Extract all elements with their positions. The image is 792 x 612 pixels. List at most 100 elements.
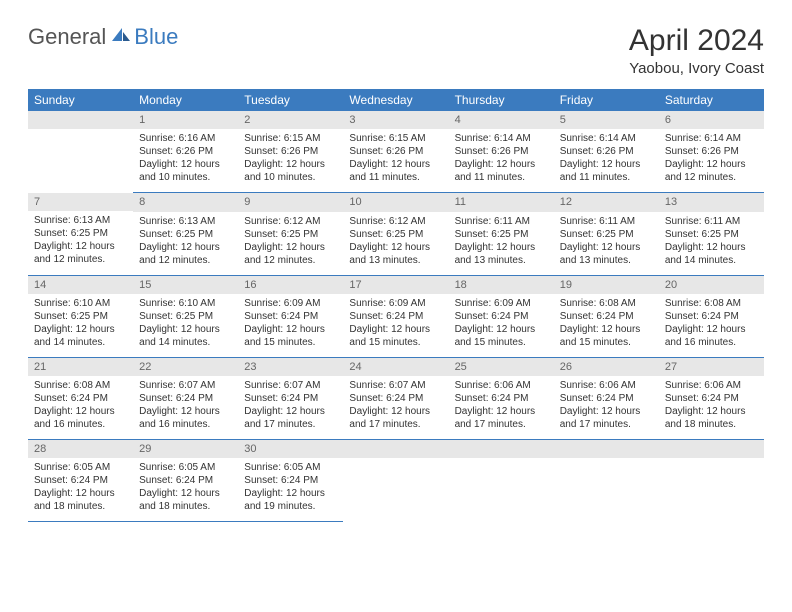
day-number: 16 <box>238 276 343 294</box>
month-title: April 2024 <box>629 24 764 58</box>
day-cell: 21Sunrise: 6:08 AMSunset: 6:24 PMDayligh… <box>28 357 133 439</box>
weekday-header: Thursday <box>449 89 554 111</box>
sunset-text: Sunset: 6:24 PM <box>139 474 232 487</box>
day-body: Sunrise: 6:09 AMSunset: 6:24 PMDaylight:… <box>343 294 448 357</box>
sunset-text: Sunset: 6:26 PM <box>665 145 758 158</box>
daylight-text: Daylight: 12 hours and 15 minutes. <box>244 323 337 349</box>
day-cell <box>659 440 764 522</box>
day-body: Sunrise: 6:05 AMSunset: 6:24 PMDaylight:… <box>238 458 343 521</box>
day-cell: 10Sunrise: 6:12 AMSunset: 6:25 PMDayligh… <box>343 193 448 275</box>
sunrise-text: Sunrise: 6:15 AM <box>244 132 337 145</box>
daylight-text: Daylight: 12 hours and 18 minutes. <box>34 487 127 513</box>
sunset-text: Sunset: 6:25 PM <box>665 228 758 241</box>
sunrise-text: Sunrise: 6:13 AM <box>34 214 127 227</box>
daylight-text: Daylight: 12 hours and 13 minutes. <box>455 241 548 267</box>
daylight-text: Daylight: 12 hours and 17 minutes. <box>560 405 653 431</box>
day-cell <box>554 440 659 522</box>
sunrise-text: Sunrise: 6:09 AM <box>349 297 442 310</box>
day-cell: 8Sunrise: 6:13 AMSunset: 6:25 PMDaylight… <box>133 193 238 275</box>
day-number: 1 <box>133 111 238 129</box>
sunrise-text: Sunrise: 6:05 AM <box>139 461 232 474</box>
calendar-week-row: 28Sunrise: 6:05 AMSunset: 6:24 PMDayligh… <box>28 440 764 522</box>
calendar-week-row: 14Sunrise: 6:10 AMSunset: 6:25 PMDayligh… <box>28 275 764 357</box>
sunrise-text: Sunrise: 6:10 AM <box>34 297 127 310</box>
empty-day-header <box>554 440 659 458</box>
sunrise-text: Sunrise: 6:06 AM <box>560 379 653 392</box>
day-number: 6 <box>659 111 764 129</box>
daylight-text: Daylight: 12 hours and 14 minutes. <box>139 323 232 349</box>
day-body: Sunrise: 6:10 AMSunset: 6:25 PMDaylight:… <box>28 294 133 357</box>
sunrise-text: Sunrise: 6:07 AM <box>244 379 337 392</box>
day-body: Sunrise: 6:06 AMSunset: 6:24 PMDaylight:… <box>554 376 659 439</box>
sunset-text: Sunset: 6:25 PM <box>244 228 337 241</box>
day-body: Sunrise: 6:11 AMSunset: 6:25 PMDaylight:… <box>554 212 659 275</box>
day-cell: 19Sunrise: 6:08 AMSunset: 6:24 PMDayligh… <box>554 275 659 357</box>
daylight-text: Daylight: 12 hours and 10 minutes. <box>244 158 337 184</box>
day-body: Sunrise: 6:12 AMSunset: 6:25 PMDaylight:… <box>238 212 343 275</box>
daylight-text: Daylight: 12 hours and 15 minutes. <box>349 323 442 349</box>
daylight-text: Daylight: 12 hours and 17 minutes. <box>349 405 442 431</box>
sunrise-text: Sunrise: 6:11 AM <box>455 215 548 228</box>
page-header: General Blue April 2024 Yaobou, Ivory Co… <box>28 24 764 77</box>
sunrise-text: Sunrise: 6:06 AM <box>455 379 548 392</box>
day-body: Sunrise: 6:14 AMSunset: 6:26 PMDaylight:… <box>449 129 554 192</box>
empty-day-header <box>28 111 133 129</box>
sunrise-text: Sunrise: 6:05 AM <box>244 461 337 474</box>
day-cell: 22Sunrise: 6:07 AMSunset: 6:24 PMDayligh… <box>133 357 238 439</box>
sunset-text: Sunset: 6:24 PM <box>34 474 127 487</box>
day-body: Sunrise: 6:11 AMSunset: 6:25 PMDaylight:… <box>449 212 554 275</box>
empty-day-header <box>343 440 448 458</box>
sunrise-text: Sunrise: 6:13 AM <box>139 215 232 228</box>
daylight-text: Daylight: 12 hours and 12 minutes. <box>139 241 232 267</box>
sunrise-text: Sunrise: 6:11 AM <box>560 215 653 228</box>
sunset-text: Sunset: 6:25 PM <box>139 228 232 241</box>
sunset-text: Sunset: 6:26 PM <box>139 145 232 158</box>
day-cell: 4Sunrise: 6:14 AMSunset: 6:26 PMDaylight… <box>449 111 554 193</box>
day-body: Sunrise: 6:13 AMSunset: 6:25 PMDaylight:… <box>28 211 133 274</box>
sunrise-text: Sunrise: 6:16 AM <box>139 132 232 145</box>
sunrise-text: Sunrise: 6:11 AM <box>665 215 758 228</box>
day-number: 4 <box>449 111 554 129</box>
sunrise-text: Sunrise: 6:08 AM <box>665 297 758 310</box>
day-cell: 3Sunrise: 6:15 AMSunset: 6:26 PMDaylight… <box>343 111 448 193</box>
sunrise-text: Sunrise: 6:15 AM <box>349 132 442 145</box>
day-cell: 30Sunrise: 6:05 AMSunset: 6:24 PMDayligh… <box>238 440 343 522</box>
daylight-text: Daylight: 12 hours and 17 minutes. <box>244 405 337 431</box>
day-number: 27 <box>659 358 764 376</box>
day-body: Sunrise: 6:15 AMSunset: 6:26 PMDaylight:… <box>343 129 448 192</box>
daylight-text: Daylight: 12 hours and 13 minutes. <box>349 241 442 267</box>
day-body: Sunrise: 6:14 AMSunset: 6:26 PMDaylight:… <box>554 129 659 192</box>
daylight-text: Daylight: 12 hours and 16 minutes. <box>34 405 127 431</box>
day-body: Sunrise: 6:06 AMSunset: 6:24 PMDaylight:… <box>449 376 554 439</box>
sunrise-text: Sunrise: 6:14 AM <box>560 132 653 145</box>
day-body: Sunrise: 6:08 AMSunset: 6:24 PMDaylight:… <box>554 294 659 357</box>
daylight-text: Daylight: 12 hours and 16 minutes. <box>665 323 758 349</box>
weekday-header: Friday <box>554 89 659 111</box>
day-cell: 15Sunrise: 6:10 AMSunset: 6:25 PMDayligh… <box>133 275 238 357</box>
day-body: Sunrise: 6:16 AMSunset: 6:26 PMDaylight:… <box>133 129 238 192</box>
day-number: 29 <box>133 440 238 458</box>
day-number: 21 <box>28 358 133 376</box>
sunrise-text: Sunrise: 6:07 AM <box>349 379 442 392</box>
day-number: 30 <box>238 440 343 458</box>
sunrise-text: Sunrise: 6:06 AM <box>665 379 758 392</box>
logo: General Blue <box>28 24 178 50</box>
sunrise-text: Sunrise: 6:07 AM <box>139 379 232 392</box>
sunset-text: Sunset: 6:26 PM <box>560 145 653 158</box>
day-number: 12 <box>554 193 659 211</box>
day-body: Sunrise: 6:08 AMSunset: 6:24 PMDaylight:… <box>659 294 764 357</box>
daylight-text: Daylight: 12 hours and 13 minutes. <box>560 241 653 267</box>
day-cell: 17Sunrise: 6:09 AMSunset: 6:24 PMDayligh… <box>343 275 448 357</box>
sunrise-text: Sunrise: 6:12 AM <box>244 215 337 228</box>
day-cell: 29Sunrise: 6:05 AMSunset: 6:24 PMDayligh… <box>133 440 238 522</box>
day-cell: 9Sunrise: 6:12 AMSunset: 6:25 PMDaylight… <box>238 193 343 275</box>
sunset-text: Sunset: 6:24 PM <box>665 392 758 405</box>
daylight-text: Daylight: 12 hours and 11 minutes. <box>560 158 653 184</box>
day-number: 2 <box>238 111 343 129</box>
day-number: 28 <box>28 440 133 458</box>
day-number: 10 <box>343 193 448 211</box>
day-number: 14 <box>28 276 133 294</box>
calendar-week-row: 21Sunrise: 6:08 AMSunset: 6:24 PMDayligh… <box>28 357 764 439</box>
calendar-week-row: 7Sunrise: 6:13 AMSunset: 6:25 PMDaylight… <box>28 193 764 275</box>
day-cell <box>449 440 554 522</box>
